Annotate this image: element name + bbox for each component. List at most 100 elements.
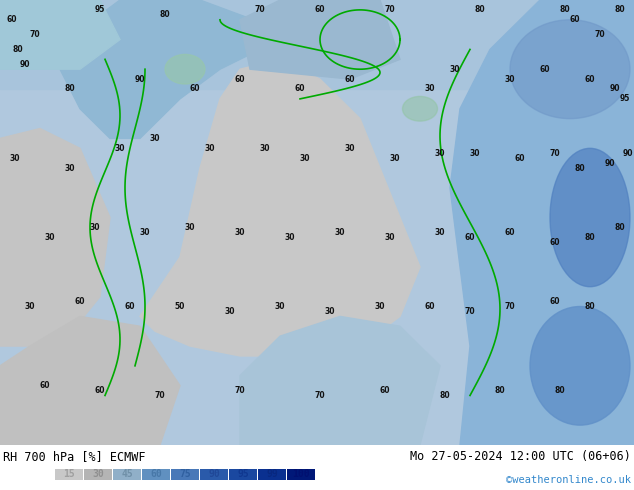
- Text: 70: 70: [235, 386, 245, 395]
- Text: 80: 80: [495, 386, 505, 395]
- Text: 90: 90: [208, 469, 220, 480]
- Text: 70: 70: [505, 302, 515, 311]
- Bar: [229, 469, 257, 480]
- Ellipse shape: [403, 97, 437, 121]
- Text: 30: 30: [92, 469, 104, 480]
- Text: 60: 60: [550, 238, 560, 247]
- Text: 95: 95: [95, 5, 105, 14]
- Text: 30: 30: [285, 233, 295, 242]
- Text: 30: 30: [150, 134, 160, 143]
- Ellipse shape: [530, 307, 630, 425]
- Text: 60: 60: [314, 5, 325, 14]
- Text: 60: 60: [570, 15, 580, 24]
- Text: 60: 60: [94, 386, 105, 395]
- Text: 80: 80: [585, 302, 595, 311]
- Text: 60: 60: [585, 74, 595, 84]
- Text: 30: 30: [224, 307, 235, 316]
- Text: 50: 50: [175, 302, 185, 311]
- Text: 70: 70: [465, 307, 476, 316]
- Text: 100: 100: [292, 469, 310, 480]
- Text: 30: 30: [115, 144, 126, 153]
- Text: 80: 80: [440, 391, 450, 400]
- Bar: [287, 469, 315, 480]
- Text: 30: 30: [260, 144, 270, 153]
- Text: 60: 60: [380, 386, 391, 395]
- Text: 30: 30: [425, 84, 436, 94]
- Text: 60: 60: [540, 65, 550, 74]
- Text: 80: 80: [585, 233, 595, 242]
- Text: 60: 60: [7, 15, 17, 24]
- Text: 90: 90: [610, 84, 620, 94]
- Polygon shape: [240, 0, 400, 79]
- Text: 30: 30: [385, 233, 395, 242]
- Text: 30: 30: [139, 228, 150, 237]
- Text: 30: 30: [205, 144, 216, 153]
- Bar: [142, 469, 170, 480]
- Text: 30: 30: [435, 149, 445, 158]
- Text: 60: 60: [465, 233, 476, 242]
- Polygon shape: [60, 0, 280, 138]
- Text: 30: 30: [335, 228, 346, 237]
- Polygon shape: [140, 59, 420, 356]
- Text: 60: 60: [150, 469, 162, 480]
- Text: 70: 70: [30, 30, 41, 39]
- Text: 30: 30: [450, 65, 460, 74]
- Text: 30: 30: [505, 74, 515, 84]
- Text: 70: 70: [595, 30, 605, 39]
- Text: 80: 80: [13, 45, 23, 54]
- Bar: [258, 469, 286, 480]
- Text: 30: 30: [65, 164, 75, 172]
- Polygon shape: [0, 128, 110, 346]
- Text: 90: 90: [623, 149, 633, 158]
- Text: 60: 60: [550, 297, 560, 306]
- Text: 60: 60: [75, 297, 85, 306]
- Text: 30: 30: [10, 154, 20, 163]
- Text: 70: 70: [314, 391, 325, 400]
- Text: 60: 60: [40, 381, 50, 390]
- Text: 90: 90: [135, 74, 145, 84]
- Text: 70: 70: [155, 391, 165, 400]
- Bar: [55, 469, 83, 480]
- Text: 45: 45: [121, 469, 133, 480]
- Text: 80: 80: [475, 5, 485, 14]
- Text: 90: 90: [20, 60, 30, 69]
- Text: 60: 60: [515, 154, 525, 163]
- Ellipse shape: [165, 54, 205, 84]
- Polygon shape: [240, 317, 440, 445]
- Text: 99: 99: [266, 469, 278, 480]
- Text: 30: 30: [275, 302, 285, 311]
- Text: 30: 30: [325, 307, 335, 316]
- Text: RH 700 hPa [%] ECMWF: RH 700 hPa [%] ECMWF: [3, 450, 145, 463]
- Text: 60: 60: [125, 302, 135, 311]
- Bar: [84, 469, 112, 480]
- Text: 95: 95: [620, 95, 630, 103]
- Text: 30: 30: [470, 149, 480, 158]
- Text: 30: 30: [345, 144, 355, 153]
- Polygon shape: [450, 0, 634, 445]
- Text: 60: 60: [295, 84, 305, 94]
- Text: 80: 80: [615, 223, 625, 232]
- Text: 30: 30: [90, 223, 100, 232]
- Text: 60: 60: [190, 84, 200, 94]
- Bar: [200, 469, 228, 480]
- Bar: [113, 469, 141, 480]
- Text: 30: 30: [184, 223, 195, 232]
- Text: 30: 30: [45, 233, 55, 242]
- Text: 80: 80: [160, 10, 171, 19]
- Text: 30: 30: [435, 228, 445, 237]
- Text: 60: 60: [505, 228, 515, 237]
- Text: 30: 30: [25, 302, 36, 311]
- Text: 30: 30: [235, 228, 245, 237]
- Text: 80: 80: [555, 386, 566, 395]
- Text: 60: 60: [345, 74, 355, 84]
- Text: 70: 70: [255, 5, 265, 14]
- Polygon shape: [0, 317, 180, 445]
- Text: Mo 27-05-2024 12:00 UTC (06+06): Mo 27-05-2024 12:00 UTC (06+06): [410, 450, 631, 463]
- Ellipse shape: [550, 148, 630, 287]
- Bar: [171, 469, 199, 480]
- Text: 15: 15: [63, 469, 75, 480]
- Text: 30: 30: [300, 154, 310, 163]
- Text: 80: 80: [65, 84, 75, 94]
- Text: 60: 60: [425, 302, 436, 311]
- Text: 90: 90: [605, 159, 615, 168]
